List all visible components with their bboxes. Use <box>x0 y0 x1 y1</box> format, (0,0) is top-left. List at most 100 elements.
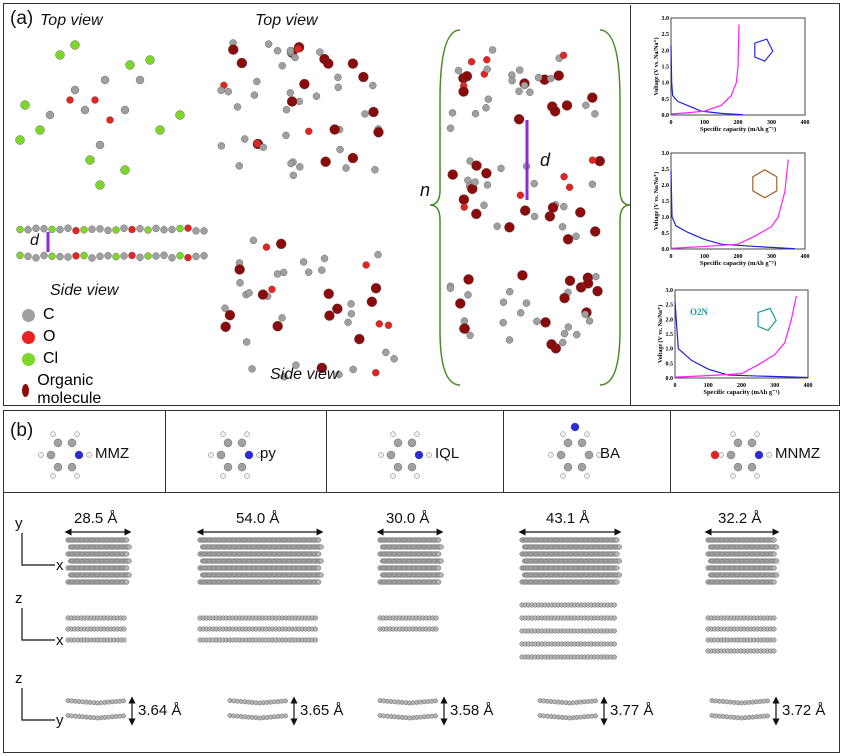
x-tick-label: 200 <box>734 254 743 260</box>
atom <box>152 224 160 233</box>
y-tick-label: 1.0 <box>662 81 670 87</box>
atom <box>128 251 136 260</box>
atom <box>515 87 523 96</box>
atom <box>426 452 432 458</box>
legend-label: Cl <box>43 350 59 367</box>
atom <box>56 252 64 261</box>
flake-width: 54.0 Å <box>236 510 280 527</box>
atom <box>540 317 551 328</box>
atom <box>95 180 105 190</box>
atom <box>253 139 261 148</box>
y-tick-label: 3.0 <box>662 16 670 22</box>
atom <box>46 450 56 460</box>
atom <box>390 431 396 437</box>
y-tick-label: 2.0 <box>662 48 670 54</box>
atom <box>38 452 44 458</box>
x-axis-label: Specific capacity (mAh g⁻¹) <box>700 260 776 267</box>
atom <box>560 202 568 211</box>
legend-item: C <box>22 306 55 324</box>
atom <box>56 225 64 234</box>
atom <box>464 291 472 299</box>
atom <box>120 105 130 115</box>
carbon-atom <box>316 551 322 557</box>
carbon-atom <box>614 579 620 585</box>
atom <box>278 314 286 322</box>
atom <box>136 253 144 262</box>
atom <box>96 252 104 261</box>
atom <box>354 333 365 345</box>
atom <box>513 114 525 125</box>
carbon-atom <box>283 698 288 704</box>
atom <box>324 310 335 321</box>
carbon-atom <box>771 551 777 557</box>
atom <box>577 462 587 472</box>
atom <box>558 223 567 231</box>
atom <box>471 178 479 186</box>
atom <box>72 226 80 235</box>
carbon-atom <box>126 572 132 578</box>
atom <box>371 166 379 174</box>
legend-item: Organic molecule <box>22 372 107 408</box>
carbon-atom <box>771 565 777 571</box>
y-tick-label: 1.5 <box>666 332 674 338</box>
atom <box>95 140 105 150</box>
atom <box>516 66 524 74</box>
atom <box>560 329 569 338</box>
atom <box>175 110 185 120</box>
y-tick-label: 0.0 <box>662 113 670 119</box>
atom <box>318 266 326 274</box>
carbon-atom <box>614 537 620 543</box>
atom <box>184 253 192 262</box>
x-tick-label: 400 <box>804 383 813 389</box>
atom <box>335 370 343 379</box>
voltage-chart: 0 100 200 300 400 0.0 0.5 1.0 1.5 2.0 2.5 3.0 Specif… <box>653 151 810 267</box>
atom <box>517 270 528 281</box>
atom <box>292 361 300 369</box>
atom <box>481 168 492 179</box>
y-tick-label: 3.0 <box>662 151 670 157</box>
carbon-atom <box>433 626 439 632</box>
atom <box>144 226 152 234</box>
atom <box>516 191 525 199</box>
atom <box>530 179 538 188</box>
atom <box>32 254 40 262</box>
atom <box>216 450 226 460</box>
atom <box>305 127 313 136</box>
atom <box>561 100 573 111</box>
atom <box>347 300 355 308</box>
atom <box>553 70 564 81</box>
carbon-atom <box>771 637 777 643</box>
carbon-atom <box>593 698 598 704</box>
atom <box>534 73 543 82</box>
atom <box>458 194 470 205</box>
y-tick-label: 1.0 <box>666 347 674 353</box>
atom <box>104 251 112 260</box>
carbon-atom <box>124 537 130 543</box>
atom <box>577 438 587 448</box>
atom <box>282 105 291 114</box>
x-tick-label: 300 <box>767 120 776 126</box>
carbon-atom <box>124 565 130 571</box>
carbon-atom <box>593 713 598 719</box>
atom <box>747 438 757 448</box>
atom <box>519 205 531 216</box>
atom <box>168 225 176 234</box>
atom <box>596 452 602 458</box>
atom <box>483 181 492 189</box>
atom <box>234 264 245 275</box>
atom <box>344 318 352 327</box>
carbon-atom <box>617 544 623 550</box>
atom <box>160 225 168 234</box>
atom <box>80 226 88 234</box>
atom <box>361 110 369 118</box>
atom <box>471 160 482 171</box>
carbon-atom <box>436 579 442 585</box>
atom <box>584 431 590 437</box>
atom <box>547 74 555 83</box>
atom <box>730 431 736 437</box>
carbon-atom <box>438 572 444 578</box>
atom <box>375 320 384 328</box>
atom <box>70 85 80 95</box>
atom <box>160 251 168 259</box>
carbon-atom <box>124 551 130 557</box>
